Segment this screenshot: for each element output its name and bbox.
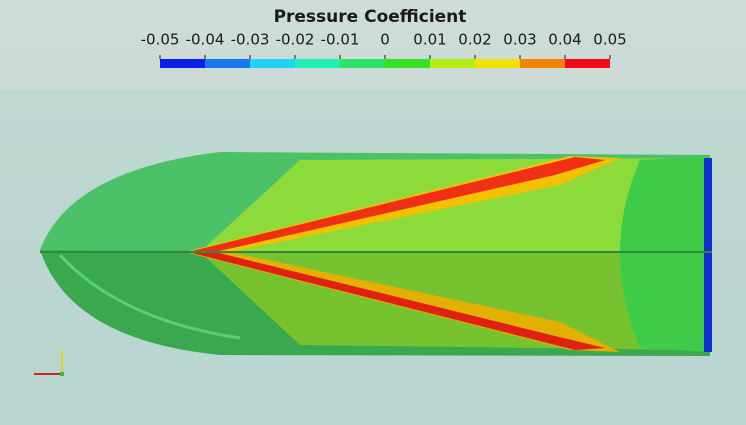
viewport: Pressure Coefficient -0.05 -0.04 -0.03 -0.0… [0, 0, 746, 425]
colorbar-tick-label: 0.02 [458, 31, 491, 49]
colorbar-band [565, 59, 610, 68]
colorbar-tick-label: -0.01 [321, 31, 360, 49]
colorbar-band [385, 59, 430, 68]
colorbar-tick-label: -0.04 [186, 31, 225, 49]
colorbar-tick-label: 0.03 [503, 31, 536, 49]
colorbar-band [160, 59, 205, 68]
colorbar-band [295, 59, 340, 68]
colorbar-tick-label: 0.01 [413, 31, 446, 49]
colorbar-tick-label: -0.05 [141, 31, 180, 49]
colorbar-band [520, 59, 565, 68]
axis-z [60, 372, 64, 376]
colorbar-band [340, 59, 385, 68]
colorbar-tick-label: 0.05 [593, 31, 626, 49]
stern-edge [704, 158, 712, 352]
colorbar-tick-label: -0.02 [276, 31, 315, 49]
colorbar-tick-label: 0 [380, 31, 390, 49]
colorbar-band [430, 59, 475, 68]
stern-region [620, 156, 710, 352]
colorbar-band [205, 59, 250, 68]
colorbar-band [250, 59, 295, 68]
colorbar-band [475, 59, 520, 68]
colorbar-tick-label: -0.03 [231, 31, 270, 49]
colorbar-title: Pressure Coefficient [274, 7, 467, 27]
colorbar-tick-label: 0.04 [548, 31, 581, 49]
